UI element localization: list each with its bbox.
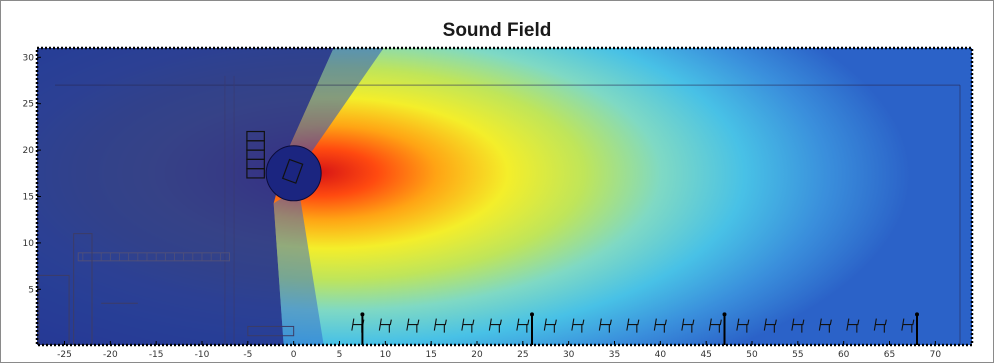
- marker-post-head: [360, 312, 365, 317]
- sound-source: [265, 145, 322, 202]
- marker-post-head: [530, 312, 534, 317]
- audience-seat: [653, 318, 667, 333]
- source-cabinet: [281, 158, 304, 184]
- floor-box: [247, 325, 295, 337]
- y-tick-label: 5: [28, 285, 34, 295]
- audience-seat: [461, 318, 475, 333]
- x-tick-label: -25: [57, 350, 72, 360]
- audience-seat: [543, 318, 557, 333]
- audience-seat: [406, 318, 420, 333]
- audience-seat: [708, 318, 722, 333]
- audience-seat: [571, 318, 585, 333]
- x-tick-label: 65: [884, 350, 895, 360]
- chart-title: Sound Field: [442, 20, 552, 41]
- x-tick-label: 5: [337, 350, 343, 360]
- audience-seat: [598, 318, 612, 333]
- stand-support: [73, 233, 93, 345]
- x-tick-label: -15: [149, 350, 164, 360]
- x-tick-label: 35: [609, 350, 620, 360]
- stand-support: [38, 274, 70, 345]
- y-tick-label: 10: [23, 239, 35, 249]
- x-tick-label: 55: [792, 350, 803, 360]
- y-tick-label: 25: [23, 100, 34, 110]
- audience-seat: [681, 318, 695, 333]
- y-tick-label: 20: [23, 146, 35, 156]
- y-tick-label: 30: [23, 53, 35, 63]
- audience-seat: [763, 318, 777, 333]
- audience-seat: [488, 318, 502, 333]
- x-tick-label: 25: [517, 350, 528, 360]
- x-tick-label: 40: [655, 350, 667, 360]
- audience-seat: [433, 318, 447, 333]
- x-tick-label: -5: [243, 350, 252, 360]
- marker-post-head: [915, 312, 919, 317]
- audience-seat: [846, 318, 860, 333]
- y-tick-label: 15: [23, 193, 34, 203]
- x-tick-label: 50: [746, 350, 758, 360]
- audience-seat: [791, 318, 805, 333]
- x-tick-label: -10: [195, 350, 210, 360]
- audience-seat: [736, 318, 750, 333]
- audience-seat: [378, 318, 392, 333]
- audience-seat: [516, 318, 530, 333]
- shadow-region: [37, 48, 334, 345]
- x-tick-label: 45: [700, 350, 711, 360]
- audience-seat: [818, 318, 832, 333]
- x-tick-label: 10: [380, 350, 392, 360]
- speaker-box: [246, 168, 265, 179]
- shadow-edge-upper: [288, 48, 384, 164]
- x-tick-label: 60: [838, 350, 850, 360]
- x-tick-label: 70: [930, 350, 942, 360]
- x-tick-label: 0: [291, 350, 297, 360]
- x-tick-label: -20: [103, 350, 118, 360]
- x-tick-label: 30: [563, 350, 575, 360]
- audience-seat: [873, 318, 887, 333]
- marker-post-head: [722, 312, 727, 317]
- x-tick-label: 15: [425, 350, 436, 360]
- audience-seat: [901, 318, 915, 333]
- audience-seat: [626, 318, 640, 333]
- x-tick-label: 20: [471, 350, 483, 360]
- shadow-edge-lower: [273, 188, 324, 345]
